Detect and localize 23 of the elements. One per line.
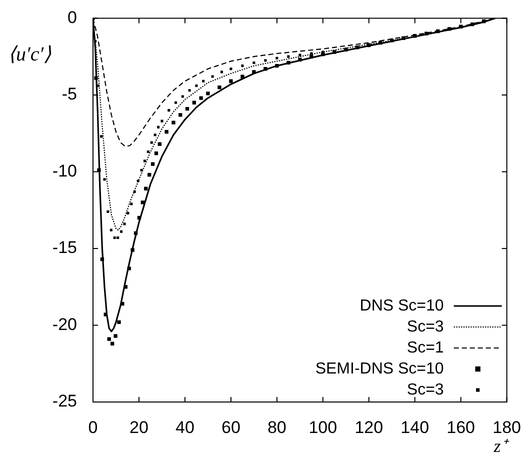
x-tick-label: 20	[130, 418, 148, 437]
x-tick-label: 180	[492, 418, 522, 437]
legend-label: SEMI-DNS Sc=10	[315, 360, 444, 378]
legend-label: Sc=3	[406, 318, 444, 336]
x-tick-label: 60	[221, 418, 240, 437]
y-tick-label: -5	[62, 84, 77, 104]
x-tick-label: 160	[446, 418, 476, 437]
legend-label: Sc=1	[406, 339, 444, 356]
x-tick-label: 40	[176, 418, 194, 437]
legend-label: DNS Sc=10	[360, 297, 444, 314]
y-tick-label: -25	[52, 392, 77, 411]
legend-label: Sc=3	[406, 381, 444, 398]
x-tick-label: 140	[400, 418, 430, 437]
x-tick-label: 120	[354, 418, 384, 437]
y-tick-label: -20	[52, 314, 77, 334]
x-tick-label: 100	[308, 418, 338, 437]
y-axis-title: ⟨u′c′⟩	[8, 43, 52, 66]
x-axis-title: z⁺	[492, 436, 510, 456]
x-tick-label: 80	[267, 418, 286, 437]
y-tick-label: -10	[52, 161, 77, 180]
y-tick-label: -15	[52, 238, 77, 258]
y-tick-label: 0	[68, 8, 77, 27]
x-tick-label: 0	[88, 418, 98, 437]
